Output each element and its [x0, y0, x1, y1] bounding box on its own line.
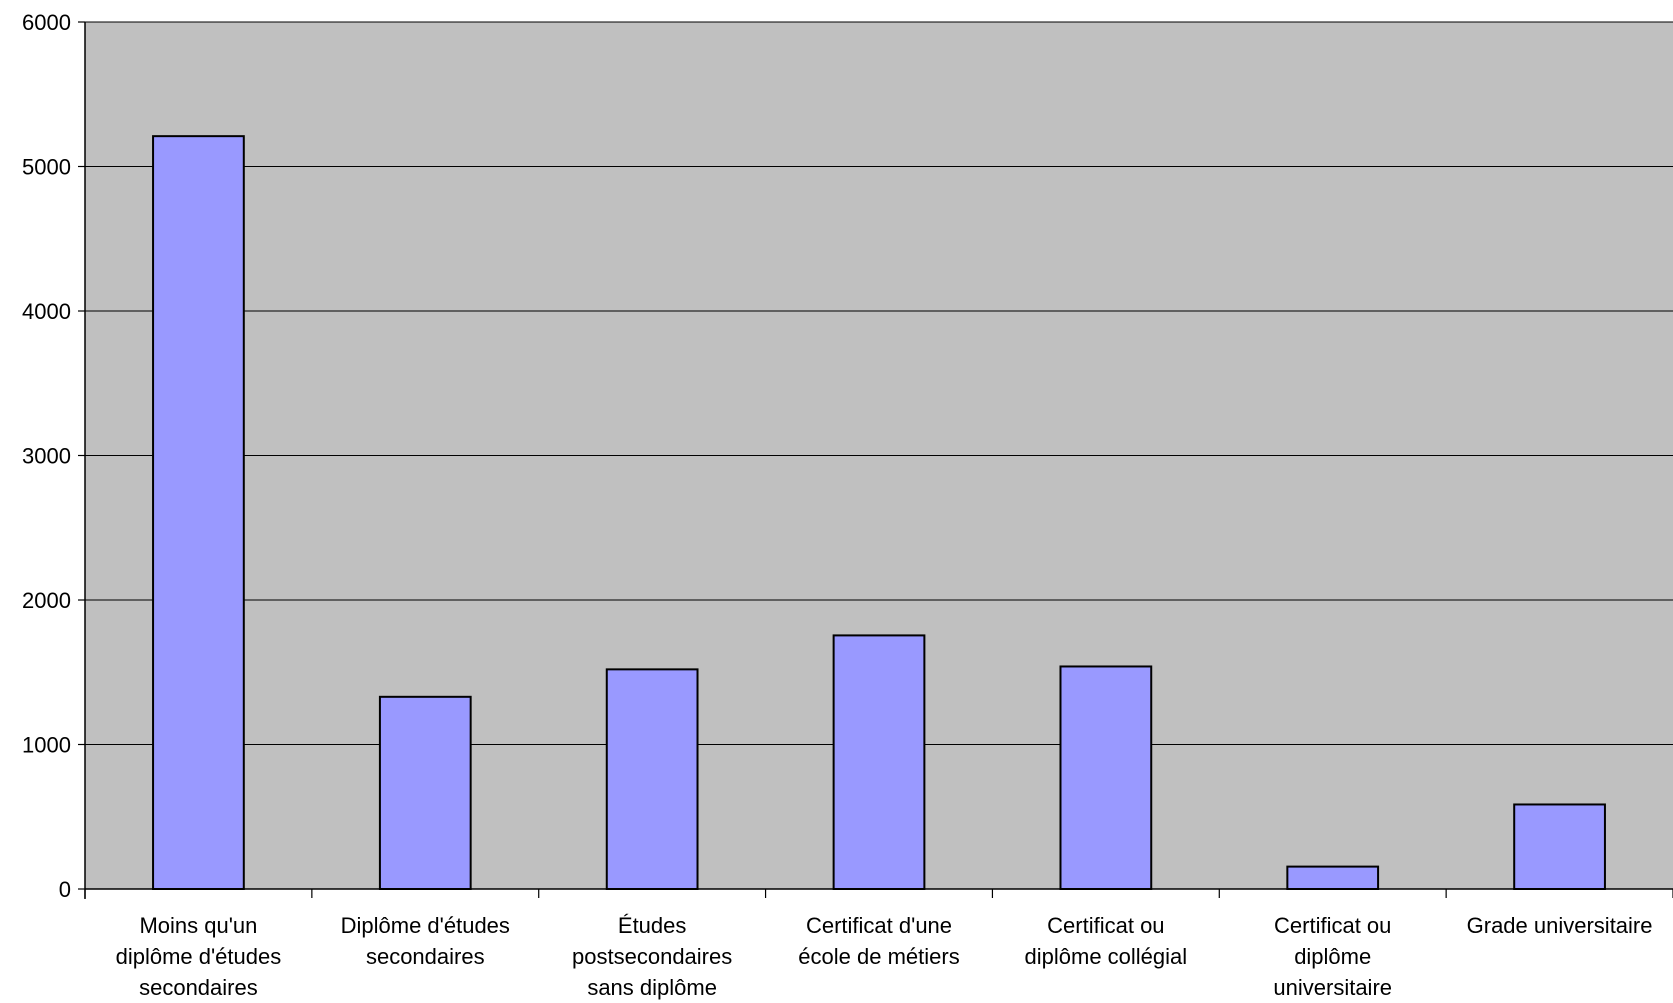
bar-5: [1059, 665, 1153, 890]
y-tick-label: 3000: [22, 444, 71, 469]
x-category-label: Certificat d'une école de métiers: [798, 913, 959, 969]
y-tick-label: 6000: [22, 10, 71, 35]
bar-7: [1513, 803, 1606, 891]
x-category-label: Diplôme d'études secondaires: [341, 913, 510, 969]
bar-1: [152, 135, 245, 890]
x-category-label: Études postsecondaires sans diplôme: [572, 913, 732, 1000]
y-tick-label: 5000: [22, 155, 71, 180]
y-tick-label: 2000: [22, 588, 71, 613]
bar-6: [1286, 865, 1380, 890]
y-tick-label: 1000: [22, 733, 71, 758]
bar-2: [378, 695, 472, 890]
x-category-label: Moins qu'un diplôme d'études secondaires: [116, 913, 282, 1000]
x-category-label: Certificat ou diplôme collégial: [1025, 913, 1188, 969]
y-tick-label: 4000: [22, 299, 71, 324]
bar-3: [605, 668, 699, 890]
y-axis-ticks: 0 1000 2000 3000 4000 5000 6000: [22, 10, 85, 902]
axes: [84, 22, 1673, 899]
y-tick-label: 0: [59, 877, 71, 902]
bar-4: [832, 634, 926, 891]
x-category-label: Certificat ou diplôme universitaire: [1273, 913, 1392, 1000]
x-axis-labels: Moins qu'un diplôme d'études secondaires Di…: [116, 913, 1653, 1000]
x-category-label: Grade universitaire: [1467, 913, 1653, 938]
gridlines: [85, 21, 1673, 745]
bars: [152, 135, 1606, 891]
